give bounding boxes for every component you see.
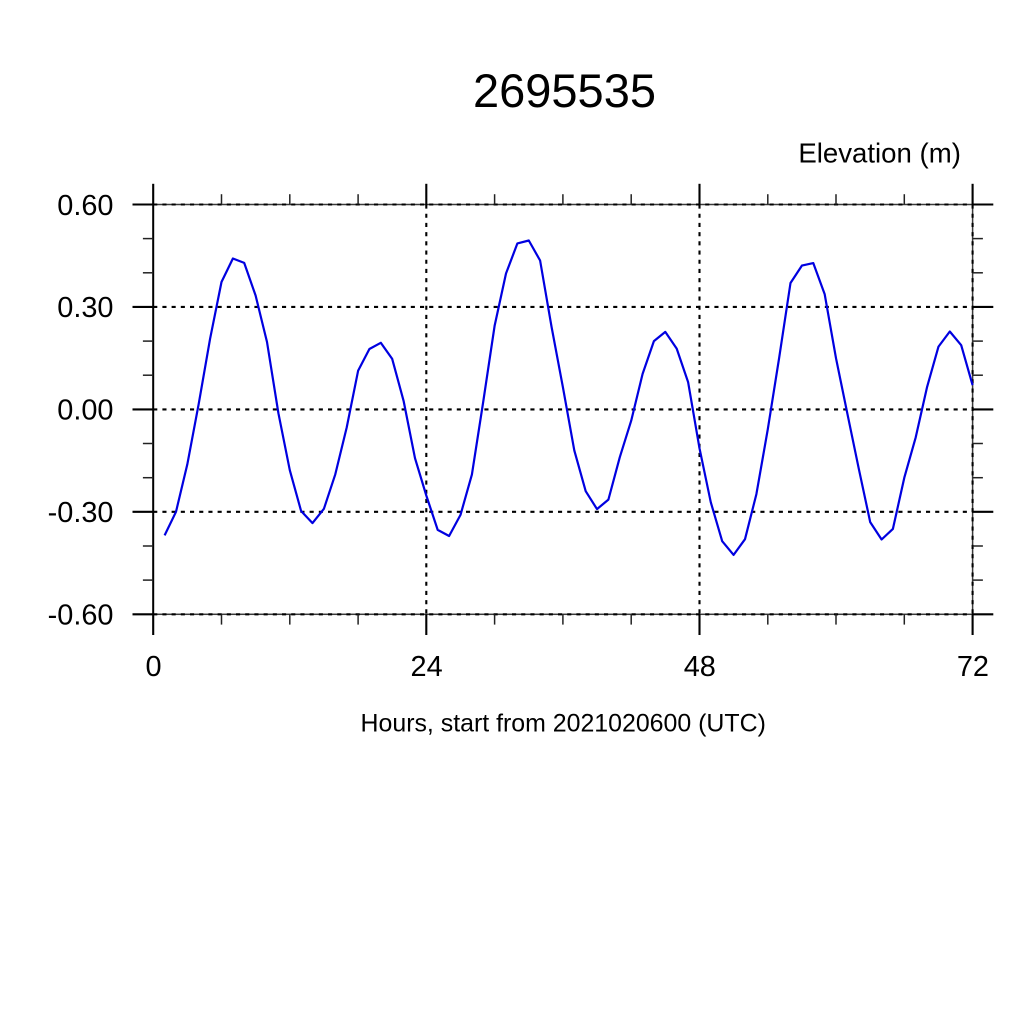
svg-text:-0.60: -0.60 <box>48 600 114 632</box>
svg-text:72: 72 <box>957 651 989 683</box>
svg-text:0.00: 0.00 <box>57 395 113 427</box>
svg-text:0.30: 0.30 <box>57 292 113 324</box>
svg-text:24: 24 <box>411 651 443 683</box>
svg-text:Hours, start from 2021020600 (: Hours, start from 2021020600 (UTC) <box>361 709 766 737</box>
svg-text:0: 0 <box>145 651 161 683</box>
svg-text:2695535: 2695535 <box>473 64 656 117</box>
svg-text:0.60: 0.60 <box>57 190 113 222</box>
svg-text:48: 48 <box>684 651 716 683</box>
svg-text:-0.30: -0.30 <box>48 497 114 529</box>
svg-text:Elevation (m): Elevation (m) <box>798 138 961 169</box>
